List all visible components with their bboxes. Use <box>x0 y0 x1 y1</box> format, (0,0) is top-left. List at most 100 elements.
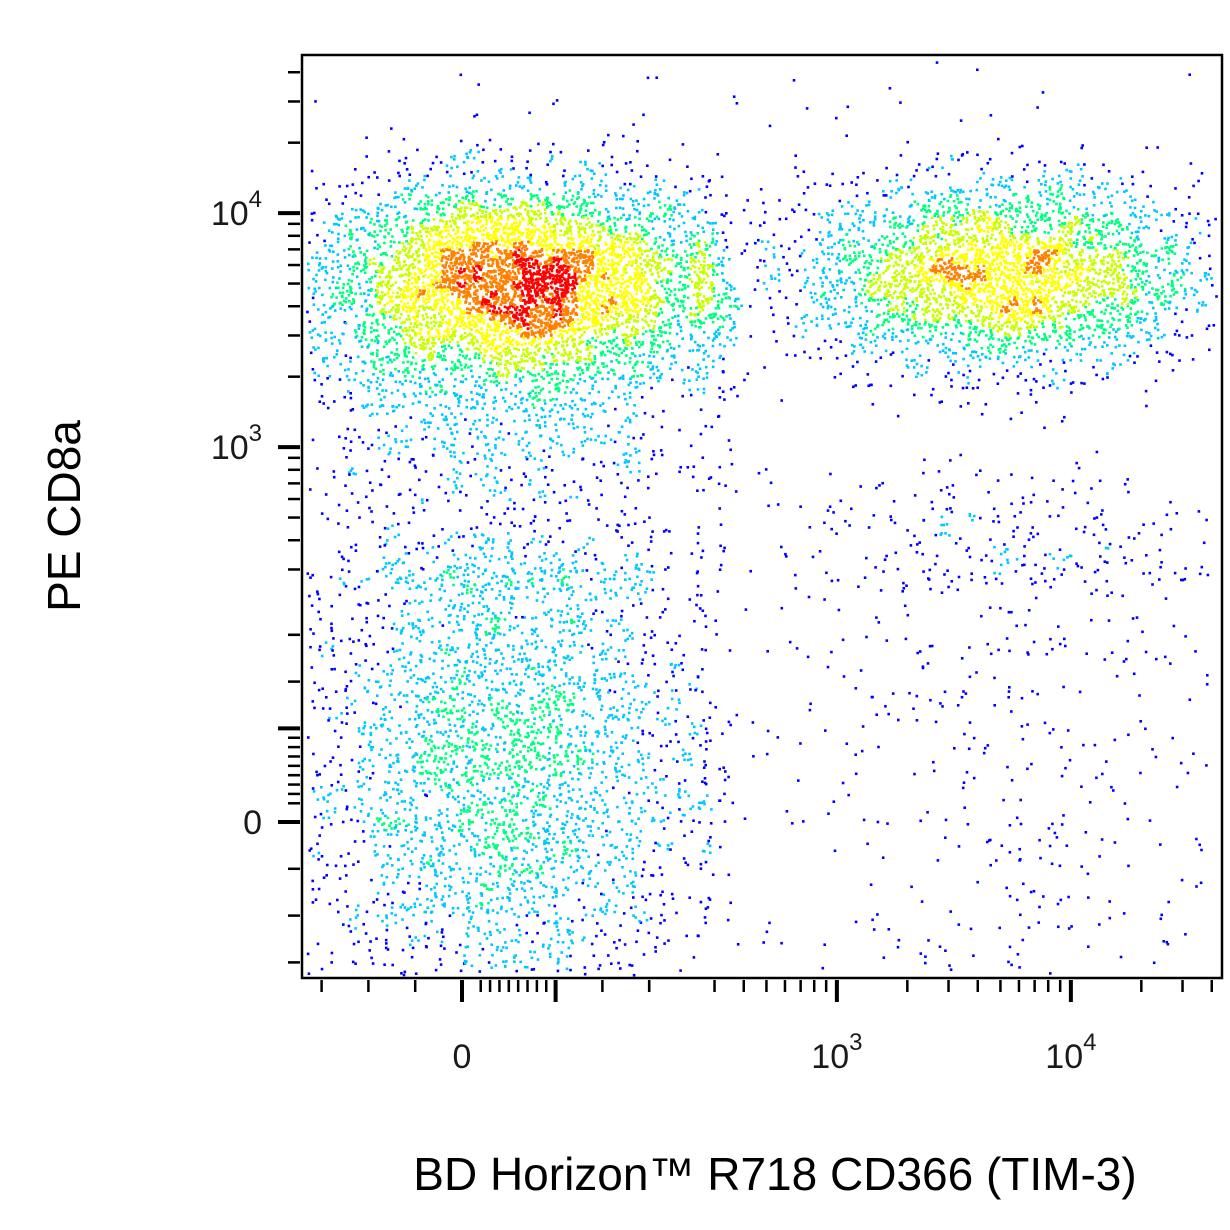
event-dot <box>489 285 493 289</box>
event-dot <box>599 223 603 226</box>
event-dot <box>646 365 650 369</box>
event-dot <box>499 268 503 272</box>
event-dot <box>336 266 340 269</box>
event-dot <box>433 294 436 297</box>
event-dot <box>464 262 468 265</box>
event-dot <box>568 189 572 192</box>
event-dot <box>730 285 733 288</box>
event-dot <box>586 250 590 254</box>
event-dot <box>376 376 380 380</box>
event-dot <box>580 321 583 324</box>
event-dot <box>545 230 548 234</box>
event-dot <box>521 309 525 312</box>
event-dot <box>586 167 589 171</box>
event-dot <box>589 201 593 205</box>
event-dot <box>391 374 394 377</box>
event-dot <box>536 241 539 244</box>
event-dot <box>505 375 509 378</box>
event-dot <box>656 334 660 337</box>
event-dot <box>525 322 529 326</box>
event-dot <box>625 303 629 306</box>
event-dot <box>453 154 456 158</box>
event-dot <box>625 311 629 314</box>
event-dot <box>587 363 591 366</box>
event-dot <box>567 356 571 360</box>
event-dot <box>655 268 658 271</box>
event-dot <box>725 315 728 318</box>
event-dot <box>697 283 700 287</box>
event-dot <box>612 306 616 309</box>
event-dot <box>600 327 604 331</box>
event-dot <box>523 323 527 327</box>
event-dot <box>471 176 475 180</box>
event-dot <box>646 262 650 265</box>
event-dot <box>471 230 474 233</box>
event-dot <box>438 323 442 327</box>
event-dot <box>572 309 575 313</box>
event-dot <box>471 252 475 256</box>
event-dot <box>551 243 554 247</box>
event-dot <box>567 222 570 226</box>
event-dot <box>569 352 572 356</box>
event-dot <box>521 247 524 250</box>
event-dot <box>701 308 705 312</box>
event-dot <box>535 344 539 347</box>
event-dot <box>593 355 596 358</box>
event-dot <box>462 316 465 319</box>
event-dot <box>492 257 495 261</box>
event-dot <box>379 298 383 301</box>
event-dot <box>665 291 668 295</box>
event-dot <box>576 382 580 385</box>
event-dot <box>577 196 580 199</box>
event-dot <box>394 367 397 371</box>
event-dot <box>507 346 510 349</box>
event-dot <box>365 280 368 284</box>
event-dot <box>475 113 479 117</box>
event-dot <box>453 363 457 366</box>
event-dot <box>464 187 467 191</box>
event-dot <box>590 214 594 218</box>
event-dot <box>476 329 479 332</box>
event-dot <box>676 262 679 265</box>
event-dot <box>558 207 561 210</box>
event-dot <box>439 286 443 289</box>
event-dot <box>480 254 483 257</box>
event-dot <box>471 265 474 268</box>
event-dot <box>517 282 520 286</box>
event-dot <box>537 326 540 329</box>
event-dot <box>469 308 472 312</box>
event-dot <box>544 341 547 345</box>
event-dot <box>552 277 556 280</box>
event-dot <box>633 284 636 288</box>
event-dot <box>433 275 437 279</box>
event-dot <box>456 318 460 321</box>
event-dot <box>561 320 564 324</box>
event-dot <box>486 418 489 422</box>
event-dot <box>597 289 601 292</box>
event-dot <box>550 154 554 158</box>
event-dot <box>579 233 583 237</box>
event-dot <box>391 266 395 270</box>
event-dot <box>703 264 706 267</box>
event-dot <box>444 415 448 419</box>
event-dot <box>359 194 363 197</box>
event-dot <box>580 309 584 312</box>
event-dot <box>391 268 395 272</box>
event-dot <box>623 303 626 306</box>
event-dot <box>526 189 530 193</box>
event-dot <box>437 329 440 332</box>
event-dot <box>622 235 625 239</box>
event-dot <box>318 286 321 290</box>
event-dot <box>402 302 406 306</box>
event-dot <box>607 263 611 266</box>
event-dot <box>503 311 506 315</box>
event-dot <box>435 328 438 332</box>
event-dot <box>408 242 412 246</box>
event-dot <box>470 328 473 331</box>
event-dot <box>533 194 536 197</box>
event-dot <box>669 322 673 326</box>
event-dot <box>484 378 488 382</box>
event-dot <box>542 270 545 273</box>
event-dot <box>325 271 329 275</box>
event-dot <box>500 261 504 264</box>
